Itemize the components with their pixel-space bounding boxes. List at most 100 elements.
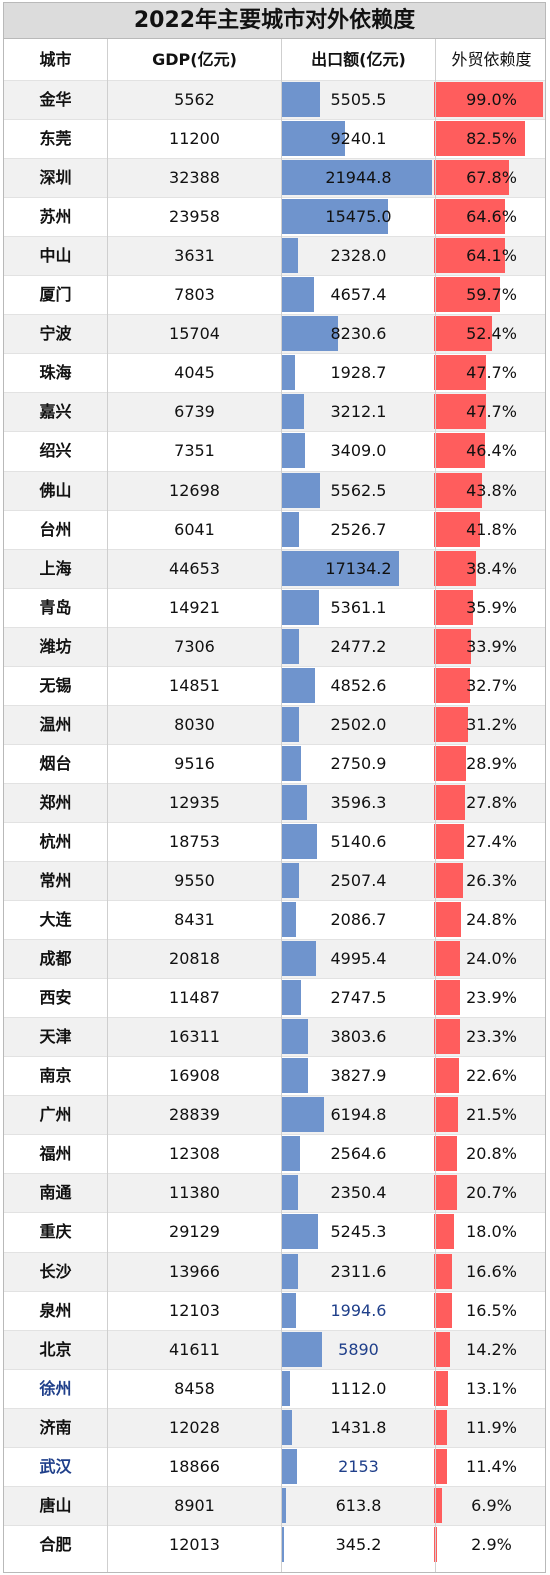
table-row: 绍兴 7351 3409.0 46.4% <box>4 431 545 470</box>
table-row: 温州 8030 2502.0 31.2% <box>4 704 545 744</box>
export-bar <box>282 980 301 1016</box>
export-value: 2350.4 <box>330 1183 387 1203</box>
city-name: 佛山 <box>39 480 72 500</box>
city-name: 广州 <box>39 1105 72 1125</box>
city-name: 金华 <box>39 90 72 109</box>
dependency-value: 32.7% <box>466 675 517 695</box>
dependency-value: 35.9% <box>466 597 517 617</box>
city-name: 重庆 <box>39 1222 72 1242</box>
export-bar <box>282 1409 292 1445</box>
export-value: 2328.0 <box>330 246 387 266</box>
table-row: 青岛 14921 5361.1 35.9% <box>4 587 545 627</box>
export-value: 2502.0 <box>330 714 387 734</box>
export-value: 3212.1 <box>330 402 387 422</box>
dependency-value: 47.7% <box>466 402 517 422</box>
dependency-value: 26.3% <box>466 871 517 890</box>
gdp-value: 12698 <box>169 480 220 500</box>
export-value: 9240.1 <box>330 129 387 149</box>
gdp-value: 9516 <box>174 753 215 773</box>
export-value: 3409.0 <box>330 441 387 461</box>
gdp-value: 7306 <box>174 636 215 656</box>
row-divider <box>4 1407 545 1409</box>
export-bar <box>282 1214 318 1250</box>
dependency-value: 2.9% <box>471 1534 512 1554</box>
export-value: 1431.8 <box>330 1417 387 1437</box>
gdp-value: 11200 <box>169 129 220 149</box>
export-value: 2086.7 <box>330 910 387 930</box>
column-divider <box>281 39 282 1572</box>
row-divider <box>4 900 545 902</box>
table-row: 唐山 8901 613.8 6.9% <box>4 1485 545 1525</box>
export-value: 2153 <box>338 1456 379 1476</box>
dependency-bar <box>434 121 525 157</box>
dependency-value: 22.6% <box>466 1066 517 1086</box>
export-bar <box>282 706 300 742</box>
dependency-bar <box>434 628 472 664</box>
export-bar <box>282 628 299 664</box>
dependency-value: 16.5% <box>466 1300 517 1320</box>
row-divider <box>4 314 545 316</box>
city-name: 厦门 <box>39 285 72 305</box>
table-row: 广州 28839 6194.8 21.5% <box>4 1095 545 1135</box>
city-name: 天津 <box>39 1027 72 1047</box>
table-row: 珠海 4045 1928.7 47.7% <box>4 353 545 392</box>
city-name: 无锡 <box>39 675 72 695</box>
gdp-value: 41611 <box>169 1339 220 1359</box>
table-row: 东莞 11200 9240.1 82.5% <box>4 119 545 158</box>
export-bar <box>282 1019 308 1055</box>
dependency-value: 59.7% <box>466 285 517 305</box>
gdp-value: 8030 <box>174 714 215 734</box>
column-divider <box>107 39 108 1572</box>
export-bar <box>282 121 346 157</box>
export-value: 2747.5 <box>330 988 387 1008</box>
row-divider <box>4 978 545 980</box>
export-value: 1928.7 <box>330 363 387 383</box>
dependency-bar <box>434 902 462 938</box>
dependency-value: 27.8% <box>466 792 517 812</box>
dependency-bar <box>434 355 487 391</box>
export-value: 15475.0 <box>325 207 392 227</box>
gdp-value: 7351 <box>174 441 215 461</box>
export-value: 17134.2 <box>325 558 392 578</box>
dependency-value: 20.8% <box>466 1144 517 1164</box>
column-divider <box>435 39 436 1572</box>
export-value: 2750.9 <box>330 753 387 773</box>
export-bar <box>282 1487 287 1523</box>
dependency-bar <box>434 1253 453 1289</box>
gdp-value: 6739 <box>174 402 215 422</box>
city-name: 合肥 <box>39 1534 72 1554</box>
gdp-value: 4045 <box>174 363 215 383</box>
row-divider <box>4 704 545 706</box>
header-dependency: 外贸依赖度 <box>451 50 532 69</box>
gdp-value: 12308 <box>169 1144 220 1164</box>
gdp-value: 44653 <box>169 558 220 578</box>
row-divider <box>4 1524 545 1526</box>
gdp-value: 15704 <box>169 324 220 344</box>
dependency-bar <box>434 1214 454 1250</box>
row-divider <box>4 782 545 784</box>
gdp-value: 8901 <box>174 1495 215 1515</box>
dependency-bar <box>434 823 465 859</box>
city-name: 福州 <box>39 1144 72 1164</box>
table-row: 杭州 18753 5140.6 27.4% <box>4 821 545 861</box>
city-name: 长沙 <box>39 1261 72 1281</box>
export-bar <box>282 472 321 508</box>
table-row: 厦门 7803 4657.4 59.7% <box>4 275 545 314</box>
dependency-bar <box>434 667 470 703</box>
dependency-value: 38.4% <box>466 558 517 578</box>
gdp-value: 8458 <box>174 1378 215 1398</box>
dependency-value: 18.0% <box>466 1222 517 1242</box>
dependency-bar <box>434 472 483 508</box>
table-row: 深圳 32388 21944.8 67.8% <box>4 158 545 198</box>
gdp-value: 18753 <box>169 831 220 851</box>
gdp-value: 14921 <box>169 597 220 617</box>
row-divider <box>4 275 545 277</box>
gdp-value: 6041 <box>174 519 215 539</box>
export-bar <box>282 1175 299 1211</box>
table-row: 天津 16311 3803.6 23.3% <box>4 1017 545 1057</box>
export-value: 1112.0 <box>330 1378 387 1398</box>
city-name: 东莞 <box>39 129 72 149</box>
export-bar <box>282 277 314 313</box>
row-divider <box>4 470 545 472</box>
city-name: 绍兴 <box>39 441 72 461</box>
